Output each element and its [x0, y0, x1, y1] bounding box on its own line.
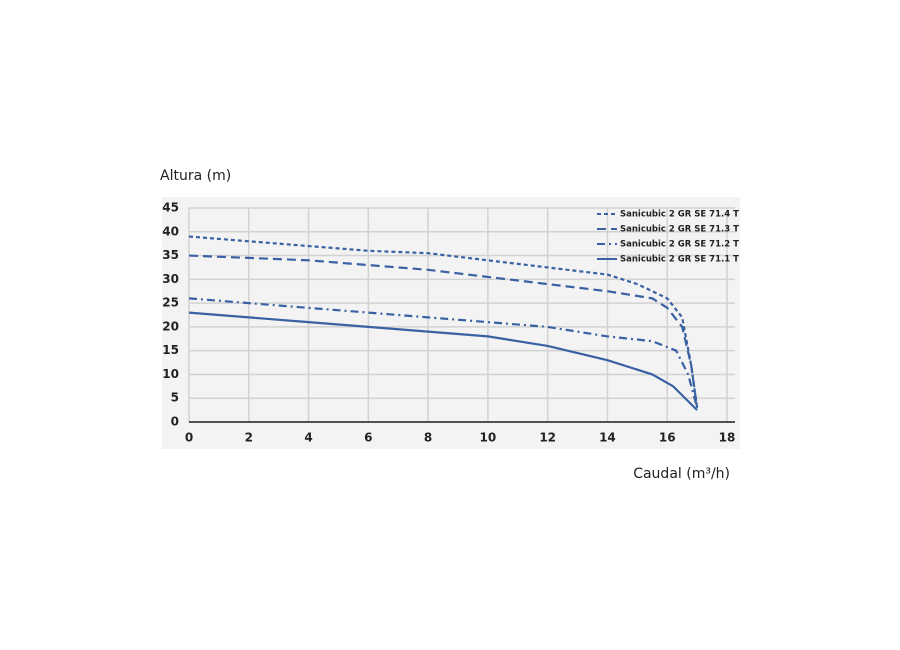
series-line [188, 297, 699, 409]
y-tick-label: 35 [162, 248, 179, 262]
x-tick-label: 8 [424, 431, 432, 445]
legend-label: Sanicubic 2 GR SE 71.3 T [620, 225, 739, 235]
y-tick-label: 30 [162, 272, 179, 286]
y-tick-label: 0 [171, 415, 179, 429]
x-tick-label: 4 [304, 431, 312, 445]
y-tick-label: 5 [171, 391, 179, 405]
plot-background [162, 197, 740, 449]
y-tick-label: 10 [162, 367, 179, 381]
x-tick-label: 12 [539, 431, 556, 445]
x-tick-label: 16 [659, 431, 676, 445]
legend-label: Sanicubic 2 GR SE 71.2 T [620, 240, 739, 250]
x-tick-label: 6 [364, 431, 372, 445]
y-tick-label: 15 [162, 343, 179, 357]
y-tick-label: 25 [162, 296, 179, 310]
x-tick-label: 18 [719, 431, 736, 445]
y-axis-label: Altura (m) [160, 168, 231, 184]
series-line [188, 235, 699, 408]
y-tick-label: 45 [162, 201, 179, 215]
x-tick-label: 14 [599, 431, 616, 445]
x-tick-label: 0 [185, 431, 193, 445]
legend-label: Sanicubic 2 GR SE 71.4 T [620, 210, 739, 220]
y-tick-label: 20 [162, 319, 179, 333]
x-tick-label: 10 [480, 431, 497, 445]
x-tick-label: 2 [245, 431, 253, 445]
legend-label: Sanicubic 2 GR SE 71.1 T [620, 255, 739, 265]
y-tick-label: 40 [162, 224, 179, 238]
x-axis-label: Caudal (m³/h) [633, 466, 730, 482]
series-line [188, 254, 699, 408]
series-line [188, 311, 698, 411]
